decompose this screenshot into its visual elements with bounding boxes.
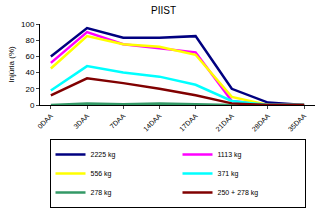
svg-text:1113 kg: 1113 kg xyxy=(218,151,242,159)
svg-text:3DAA: 3DAA xyxy=(72,112,90,130)
svg-text:35DAA: 35DAA xyxy=(287,112,308,133)
svg-text:14DAA: 14DAA xyxy=(142,112,163,133)
svg-text:7DAA: 7DAA xyxy=(109,112,127,130)
svg-text:17DAA: 17DAA xyxy=(178,112,199,133)
svg-text:371 kg: 371 kg xyxy=(218,170,239,178)
svg-text:0: 0 xyxy=(30,101,35,110)
svg-text:40: 40 xyxy=(25,68,34,77)
svg-text:2225 kg: 2225 kg xyxy=(91,151,116,159)
svg-text:20: 20 xyxy=(25,85,34,94)
svg-text:250 + 278 kg: 250 + 278 kg xyxy=(218,189,259,197)
svg-text:28DAA: 28DAA xyxy=(251,112,272,133)
svg-text:278 kg: 278 kg xyxy=(91,189,112,197)
svg-text:21DAA: 21DAA xyxy=(214,112,235,133)
svg-text:Injúria (%): Injúria (%) xyxy=(7,46,16,83)
svg-text:0DAA: 0DAA xyxy=(36,112,54,130)
svg-text:80: 80 xyxy=(25,36,34,45)
svg-text:PIIST: PIIST xyxy=(151,5,176,16)
svg-text:100: 100 xyxy=(21,20,35,29)
svg-text:556 kg: 556 kg xyxy=(91,170,112,178)
svg-text:60: 60 xyxy=(25,52,34,61)
